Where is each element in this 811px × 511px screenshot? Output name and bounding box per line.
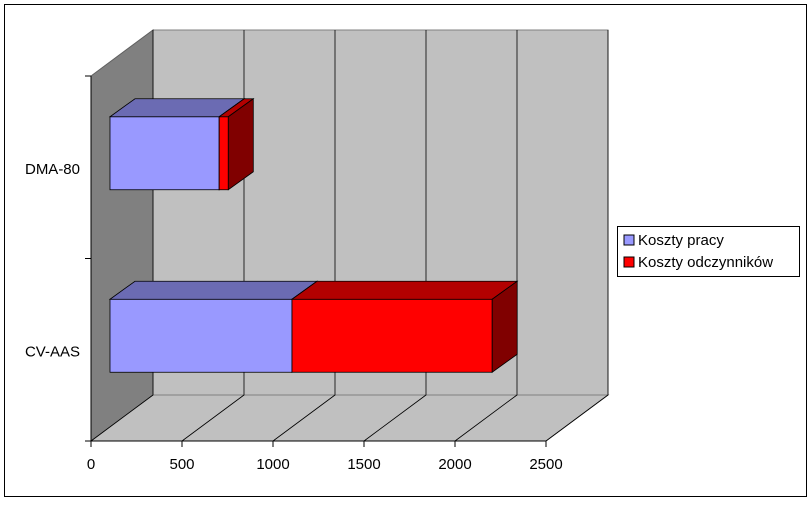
legend-box (617, 226, 800, 277)
grid-line (272, 30, 336, 442)
floor (89, 394, 610, 442)
legend-swatch (623, 256, 635, 268)
bar-top (108, 280, 319, 300)
grid-line (363, 30, 427, 442)
legend-swatch (623, 234, 635, 246)
bar-side (491, 280, 518, 374)
y-tick-label: DMA-80 (25, 161, 80, 178)
y-tick-label: CV-AAS (25, 344, 80, 361)
bar-side (227, 97, 254, 191)
grid-line (454, 30, 518, 442)
bar (109, 298, 293, 373)
bar (109, 116, 220, 191)
x-tick-label: 500 (169, 456, 194, 473)
x-tick-label: 2500 (529, 456, 562, 473)
legend-label: Koszty pracy (638, 232, 724, 249)
legend-label: Koszty odczynników (638, 254, 773, 271)
bar (218, 116, 229, 191)
x-tick-label: 1500 (347, 456, 380, 473)
grid-line (545, 30, 609, 442)
x-tick-label: 2000 (438, 456, 471, 473)
x-tick-label: 0 (87, 456, 95, 473)
x-tick-label: 1000 (256, 456, 289, 473)
bar (291, 298, 493, 373)
side-wall (90, 29, 154, 442)
bar-top (290, 280, 519, 300)
